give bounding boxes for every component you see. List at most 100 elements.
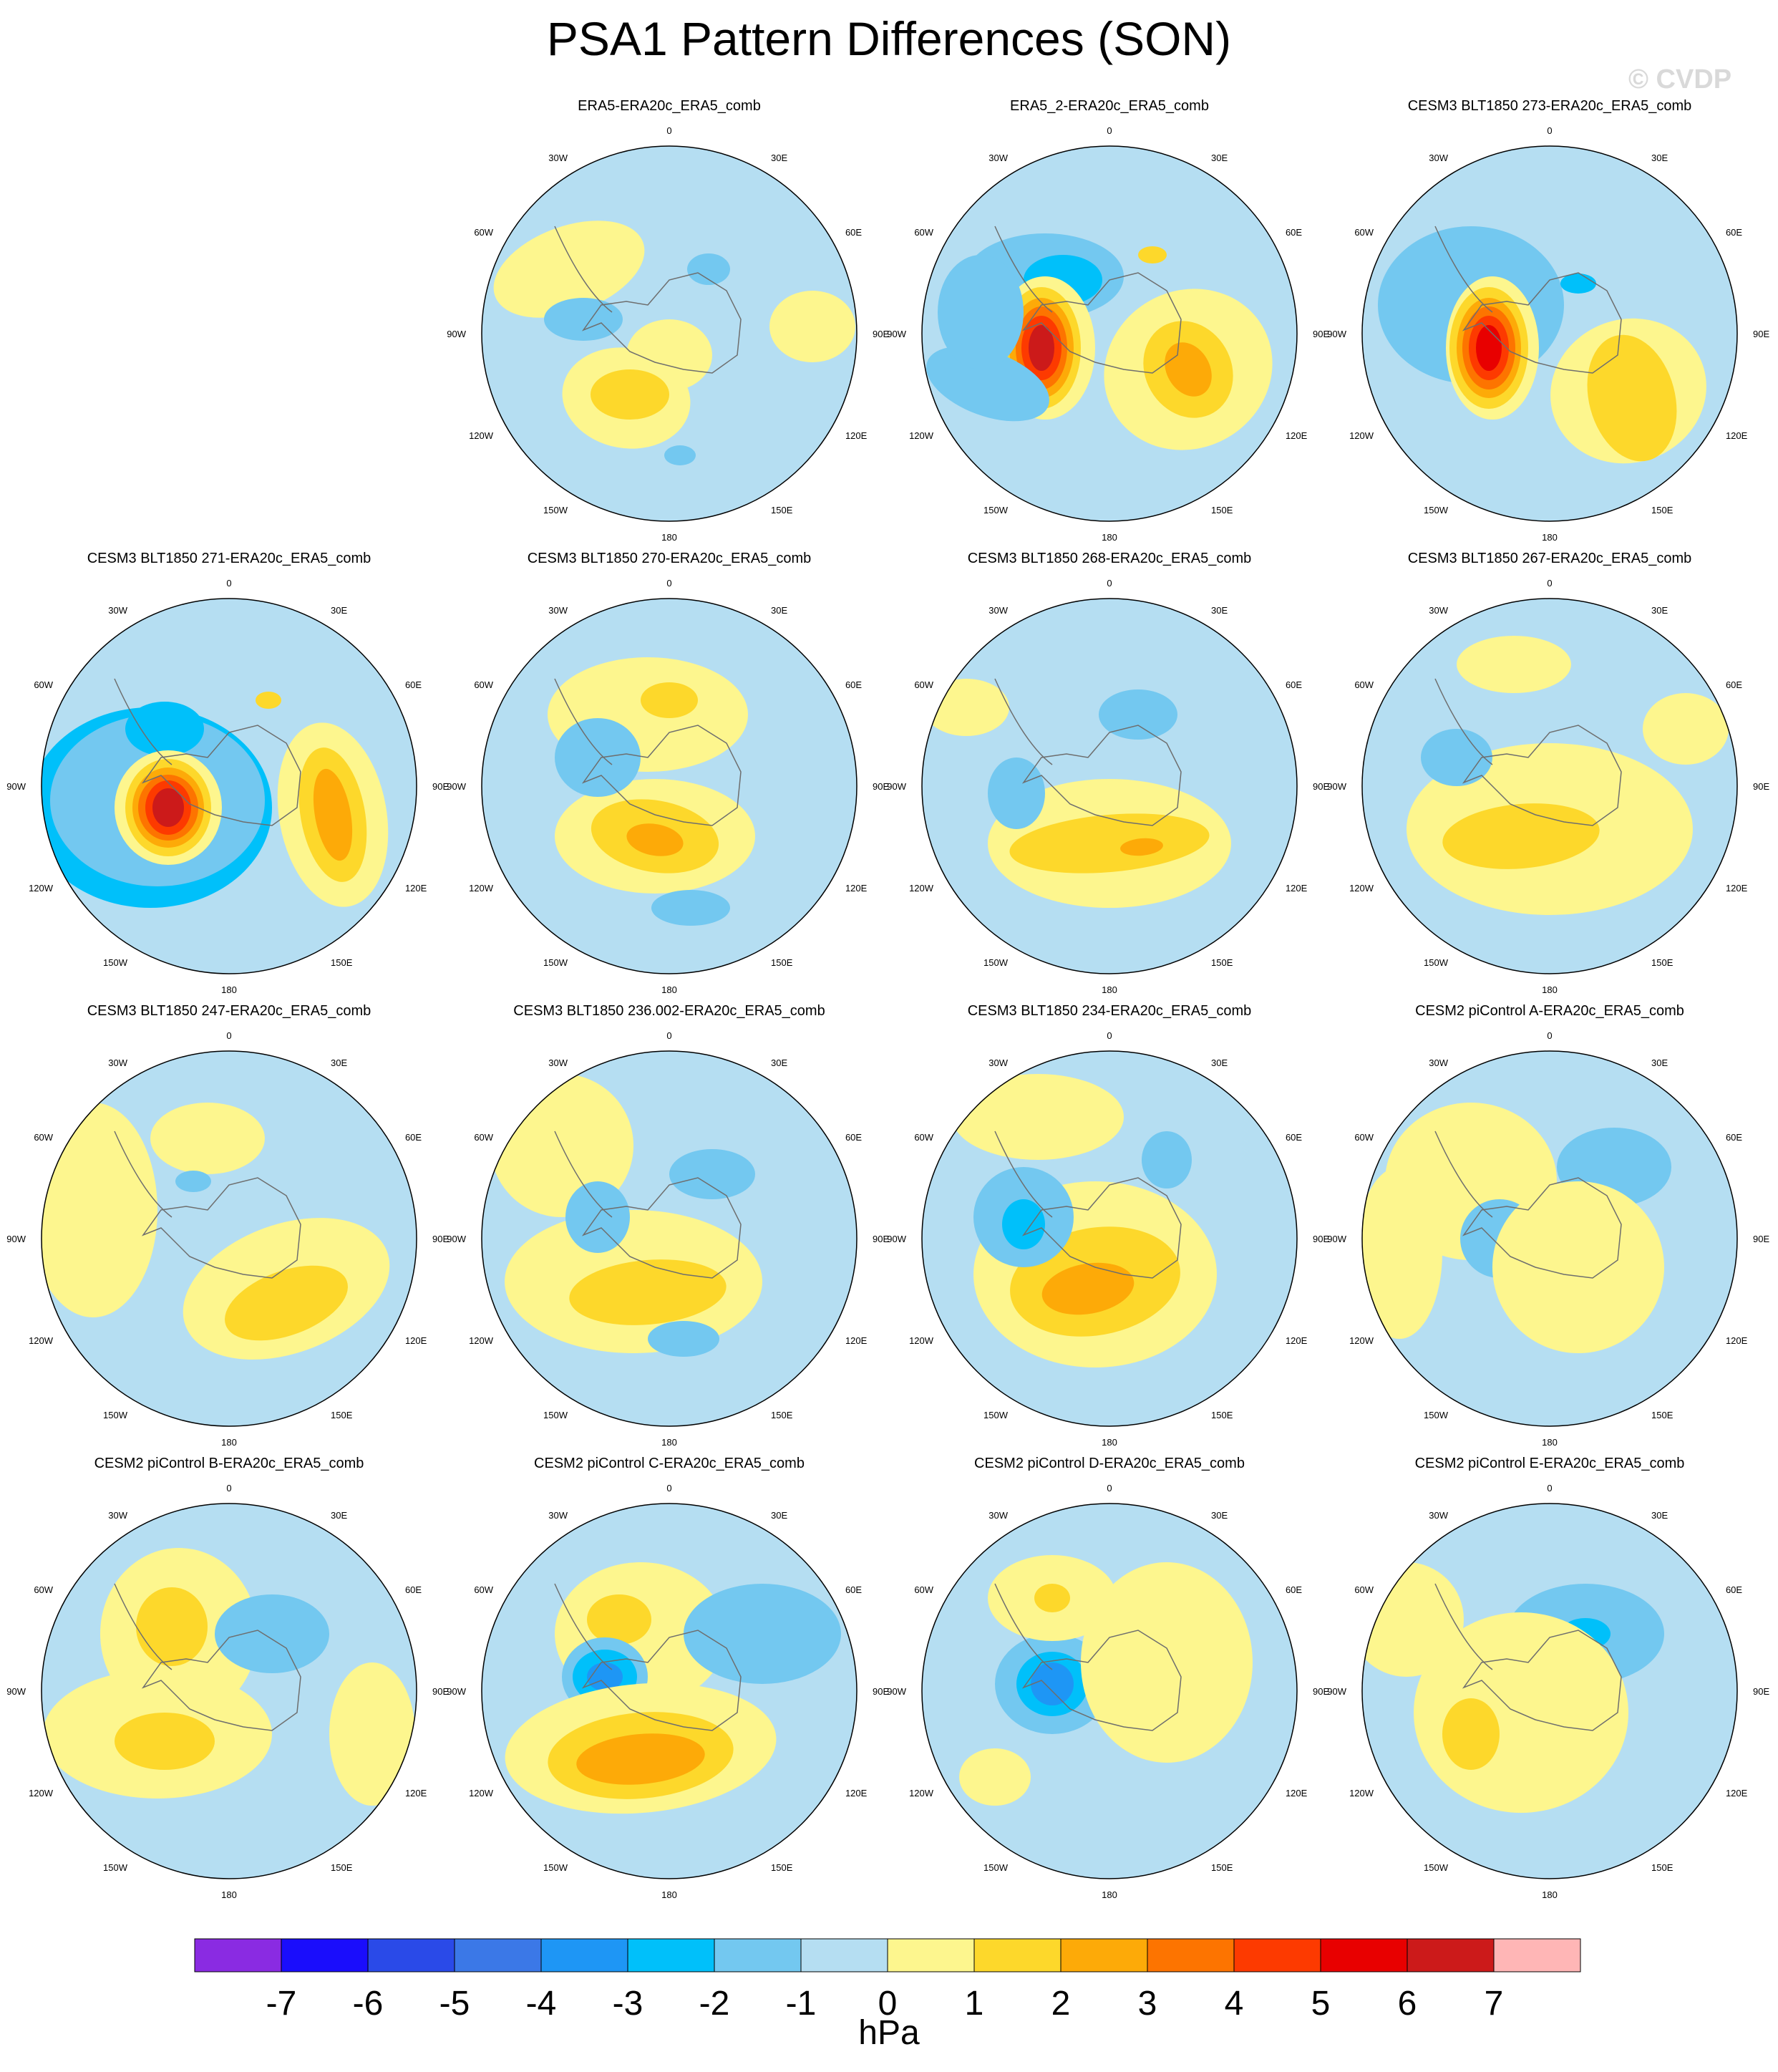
- contour-region: [256, 692, 281, 709]
- longitude-label: 30W: [1429, 1510, 1448, 1521]
- longitude-label: 0: [1547, 578, 1552, 589]
- longitude-label: 60E: [845, 1132, 862, 1143]
- contour-region: [1029, 325, 1054, 371]
- longitude-label: 60W: [34, 1132, 53, 1143]
- longitude-label: 90W: [1327, 329, 1346, 339]
- map-border: [921, 1503, 1298, 1879]
- longitude-label: 0: [666, 578, 671, 589]
- longitude-label: 60W: [914, 1584, 933, 1595]
- longitude-label: 90W: [1327, 1234, 1346, 1244]
- longitude-label: 150W: [103, 1862, 128, 1873]
- longitude-label: 30E: [771, 605, 787, 616]
- longitude-label: 30W: [988, 1510, 1008, 1521]
- longitude-label: 150E: [771, 1862, 793, 1873]
- longitude-label: 30E: [1651, 1057, 1668, 1068]
- contour-region: [684, 1584, 841, 1684]
- longitude-label: 150W: [543, 957, 568, 968]
- map-border: [481, 1503, 858, 1879]
- longitude-label: 90W: [447, 781, 466, 792]
- longitude-label: 30E: [1211, 1057, 1228, 1068]
- coastline: [1462, 725, 1622, 826]
- contour-region: [923, 679, 1009, 736]
- longitude-label: 60E: [1726, 1584, 1742, 1595]
- map-panel: CESM3 BLT1850 247-ERA20c_ERA5_comb 0 30E 60…: [6, 1003, 449, 1448]
- coastline: [581, 272, 742, 374]
- contour-region: [1362, 1167, 1442, 1339]
- map-panel: CESM2 piControl B-ERA20c_ERA5_comb 0 30E 60…: [6, 1456, 449, 1900]
- anomaly-field: [482, 1051, 857, 1426]
- longitude-label: 90E: [873, 1234, 889, 1244]
- longitude-label: 90E: [873, 781, 889, 792]
- longitude-label: 150W: [983, 1410, 1009, 1420]
- contour-region: [651, 890, 730, 926]
- longitude-label: 180: [1102, 532, 1117, 543]
- longitude-label: 150E: [331, 1862, 353, 1873]
- longitude-label: 180: [1542, 1437, 1558, 1448]
- longitude-label: 90E: [1313, 1686, 1329, 1697]
- anomaly-field: [1362, 146, 1737, 521]
- colorbar-units-label: hPa: [858, 2014, 920, 2052]
- longitude-label: 120W: [29, 883, 54, 894]
- coastline: [581, 1630, 742, 1731]
- coastline: [1021, 725, 1182, 826]
- coastline: [141, 725, 301, 826]
- longitude-label: 120W: [469, 430, 494, 441]
- map-border: [1361, 1503, 1738, 1879]
- longitude-label: 150W: [543, 1410, 568, 1420]
- longitude-label: 30E: [1211, 153, 1228, 163]
- contour-region: [988, 757, 1045, 829]
- longitude-label: 120E: [845, 1788, 868, 1799]
- anomaly-field: [482, 599, 857, 974]
- longitude-label: 120E: [405, 883, 427, 894]
- panel-title: ERA5-ERA20c_ERA5_comb: [578, 98, 761, 114]
- longitude-label: 60W: [1354, 1584, 1374, 1595]
- anomaly-field: [482, 1504, 857, 1879]
- longitude-label: 0: [1547, 125, 1552, 136]
- longitude-label: 30E: [1651, 153, 1668, 163]
- contour-region: [565, 1181, 630, 1253]
- longitude-label: 150E: [1651, 1410, 1673, 1420]
- coastline: [114, 1131, 173, 1218]
- contour-region: [152, 788, 184, 827]
- contour-region: [313, 768, 353, 861]
- map-panel: ERA5-ERA20c_ERA5_comb 0 30E 60E 90E 120E 150E 1…: [447, 98, 889, 543]
- map-panel: CESM2 piControl E-ERA20c_ERA5_comb 0 30E 60…: [1327, 1456, 1769, 1900]
- longitude-label: 60W: [914, 1132, 933, 1143]
- coastline: [1021, 1630, 1182, 1731]
- longitude-label: 150W: [1424, 505, 1449, 515]
- longitude-label: 180: [1542, 1889, 1558, 1900]
- longitude-label: 30W: [108, 1057, 127, 1068]
- anomaly-field: [1362, 599, 1737, 974]
- anomaly-field: [42, 599, 417, 974]
- longitude-label: 120E: [845, 883, 868, 894]
- longitude-label: 30E: [771, 1057, 787, 1068]
- contour-region: [1587, 334, 1677, 462]
- contour-region: [1457, 636, 1571, 693]
- longitude-label: 150W: [103, 957, 128, 968]
- panel-title: CESM3 BLT1850 247-ERA20c_ERA5_comb: [87, 1003, 371, 1019]
- longitude-label: 0: [666, 1483, 671, 1494]
- longitude-label: 90W: [447, 329, 466, 339]
- contour-region: [1138, 246, 1167, 263]
- coastline: [994, 1131, 1053, 1218]
- longitude-label: 60E: [845, 1584, 862, 1595]
- longitude-label: 30W: [1429, 153, 1448, 163]
- longitude-label: 60E: [845, 227, 862, 238]
- longitude-label: 60W: [474, 1584, 493, 1595]
- map-panel: CESM3 BLT1850 267-ERA20c_ERA5_comb 0 30E 60…: [1327, 551, 1769, 995]
- longitude-label: 120W: [1349, 1335, 1374, 1346]
- map-border: [921, 598, 1298, 974]
- longitude-label: 90W: [447, 1234, 466, 1244]
- longitude-label: 180: [661, 1889, 677, 1900]
- longitude-label: 90E: [432, 1686, 449, 1697]
- contour-region: [544, 298, 623, 341]
- longitude-label: 150W: [103, 1410, 128, 1420]
- contour-region: [555, 718, 641, 797]
- anomaly-field: [1362, 1051, 1737, 1426]
- longitude-label: 30W: [108, 1510, 127, 1521]
- coastline: [1434, 226, 1493, 313]
- longitude-label: 150E: [1651, 1862, 1673, 1873]
- contour-region: [1142, 1131, 1192, 1189]
- contour-region: [1442, 803, 1600, 869]
- anomaly-field: [42, 1051, 417, 1426]
